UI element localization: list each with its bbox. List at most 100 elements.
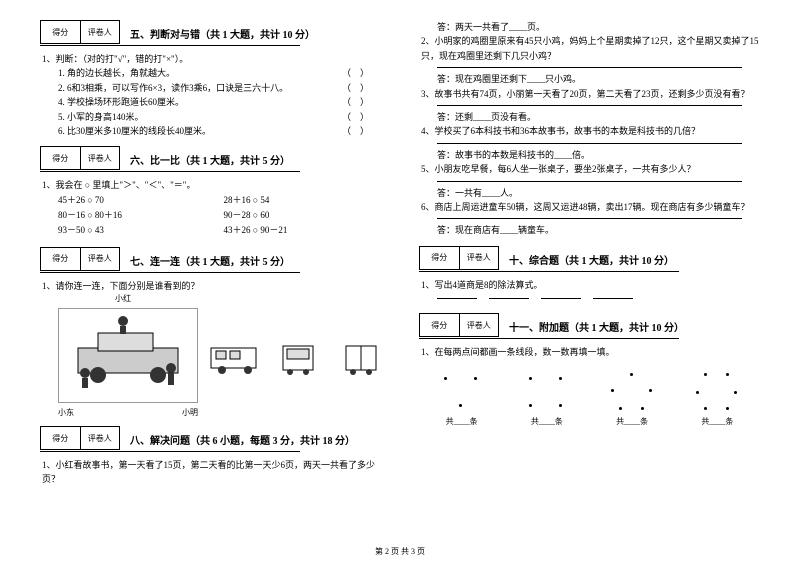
q5-item-4: 4. 学校操场环形跑道长60厘米。 （ ） (58, 95, 389, 109)
label-xiaohong: 小红 (115, 293, 198, 304)
gong-label: 共____条 (701, 416, 733, 427)
q6-row-2: 80－16 ○ 80＋1690－28 ○ 60 (58, 208, 389, 223)
section-6: 得分 评卷人 六、比一比（共 1 大题，共计 5 分） 1、我会在 ○ 里填上"… (40, 146, 389, 238)
q8-a1: 答：两天一共看了____页。 (437, 20, 760, 34)
q8-a2: 答：现在鸡圈里还剩下____只小鸡。 (437, 72, 760, 86)
q5-item-6-text: 6. 比30厘米多10厘米的线段长40厘米。 (58, 124, 211, 138)
score-label: 得分 (420, 314, 460, 336)
q6-intro: 1、我会在 ○ 里填上"＞"、"＜"、"＝"。 (42, 178, 389, 192)
q5-item-5: 5. 小军的身高140米。 （ ） (58, 110, 389, 124)
section-underline (419, 338, 679, 339)
dots-group-2: 共____条 (519, 369, 574, 427)
section-underline (40, 45, 300, 46)
answer-blank (437, 105, 742, 106)
section-11: 得分 评卷人 十一、附加题（共 1 大题，共计 10 分） 1、在每两点间都画一… (419, 313, 760, 437)
section-10-title: 十、综合题（共 1 大题，共计 10 分） (509, 252, 760, 267)
grader-label: 评卷人 (81, 248, 120, 270)
van-back-icon (334, 338, 389, 378)
q8-q1: 1、小红看故事书，第一天看了15页，第二天看的比第一天少6页，两天一共看了多少页… (42, 458, 389, 487)
score-box: 得分 评卷人 (40, 146, 120, 170)
page-footer: 第 2 页 共 3 页 (0, 546, 800, 557)
section-underline (40, 451, 300, 452)
section-6-title: 六、比一比（共 1 大题，共计 5 分） (130, 152, 389, 167)
label-xiaoming: 小明 (182, 407, 198, 418)
paren: （ ） (342, 110, 369, 124)
q8-a5: 答：一共有____人。 (437, 186, 760, 200)
grader-label: 评卷人 (81, 147, 120, 169)
dot-pattern (605, 369, 660, 414)
grader-label: 评卷人 (81, 21, 120, 43)
q5-intro: 1、判断：（对的打"√"，错的打"×"）。 (42, 52, 389, 66)
gong-label: 共____条 (446, 416, 478, 427)
q6-r3c2: 43＋26 ○ 90－21 (224, 223, 390, 238)
dot-pattern (690, 369, 745, 414)
paren: （ ） (342, 81, 369, 95)
section-5-title: 五、判断对与错（共 1 大题，共计 10 分） (130, 26, 389, 41)
score-box: 得分 评卷人 (40, 20, 120, 44)
answer-blank (437, 218, 742, 219)
section-8-title: 八、解决问题（共 6 小题，每题 3 分，共计 18 分） (130, 432, 389, 447)
q5-item-4-text: 4. 学校操场环形跑道长60厘米。 (58, 95, 184, 109)
dots-container: 共____条 共____条 (419, 369, 760, 427)
label-xiaodong: 小东 (58, 407, 74, 418)
q8-a3: 答：还剩____页没有看。 (437, 110, 760, 124)
answer-blank (437, 67, 742, 68)
q6-r1c2: 28＋16 ○ 54 (224, 193, 390, 208)
paren: （ ） (342, 66, 369, 80)
section-underline (40, 171, 300, 172)
q10-blanks (437, 298, 742, 299)
q6-row-3: 93－50 ○ 4343＋26 ○ 90－21 (58, 223, 389, 238)
dot-pattern (519, 369, 574, 414)
score-label: 得分 (41, 248, 81, 270)
section-10: 得分 评卷人 十、综合题（共 1 大题，共计 10 分） 1、写出4道商是8的除… (419, 246, 760, 305)
blank (437, 298, 477, 299)
score-label: 得分 (41, 147, 81, 169)
q6-row-1: 45＋26 ○ 7028＋16 ○ 54 (58, 193, 389, 208)
q8-q6: 6、商店上周运进童车50辆，这周又运进48辆，卖出17辆。现在商店有多少辆童车？ (421, 200, 760, 214)
q5-item-1-text: 1. 角的边长越长，角就越大。 (58, 66, 175, 80)
q7-intro: 1、请你连一连，下面分别是谁看到的？ (42, 279, 389, 293)
q6-r2c1: 80－16 ○ 80＋16 (58, 208, 224, 223)
blank (489, 298, 529, 299)
score-box: 得分 评卷人 (419, 313, 499, 337)
score-label: 得分 (41, 427, 81, 449)
paren: （ ） (342, 124, 369, 138)
page-container: 得分 评卷人 五、判断对与错（共 1 大题，共计 10 分） 1、判断：（对的打… (40, 20, 760, 520)
section-underline (419, 271, 679, 272)
left-column: 得分 评卷人 五、判断对与错（共 1 大题，共计 10 分） 1、判断：（对的打… (40, 20, 389, 520)
dots-group-1: 共____条 (434, 369, 489, 427)
section-7: 得分 评卷人 七、连一连（共 1 大题，共计 5 分） 1、请你连一连，下面分别… (40, 247, 389, 418)
paren: （ ） (342, 95, 369, 109)
q8-q4: 4、学校买了6本科技书和36本故事书，故事书的本数是科技书的几倍？ (421, 124, 760, 138)
section-5: 得分 评卷人 五、判断对与错（共 1 大题，共计 10 分） 1、判断：（对的打… (40, 20, 389, 138)
answer-blank (437, 143, 742, 144)
car-image-box (58, 308, 198, 403)
car-illustration (63, 313, 193, 398)
grader-label: 评卷人 (460, 314, 499, 336)
blank (541, 298, 581, 299)
q8-a4: 答：故事书的本数是科技书的____倍。 (437, 148, 760, 162)
q8-q5: 5、小朋友吃早餐，每6人坐一张桌子，要坐2张桌子，一共有多少人？ (421, 162, 760, 176)
dots-group-3: 共____条 (605, 369, 660, 427)
van-front-icon (271, 338, 326, 378)
answer-blank (437, 181, 742, 182)
section-11-title: 十一、附加题（共 1 大题，共计 10 分） (509, 319, 760, 334)
section-underline (40, 272, 300, 273)
q8-q2: 2、小明家的鸡圈里原来有45只小鸡，妈妈上个星期卖掉了12只，这个星期又卖掉了1… (421, 34, 760, 63)
q5-item-1: 1. 角的边长越长，角就越大。 （ ） (58, 66, 389, 80)
section-7-title: 七、连一连（共 1 大题，共计 5 分） (130, 253, 389, 268)
blank (593, 298, 633, 299)
score-box: 得分 评卷人 (40, 426, 120, 450)
grader-label: 评卷人 (81, 427, 120, 449)
q6-r1c1: 45＋26 ○ 70 (58, 193, 224, 208)
q5-item-6: 6. 比30厘米多10厘米的线段长40厘米。 （ ） (58, 124, 389, 138)
q8-a6: 答：现在商店有____辆童车。 (437, 223, 760, 237)
q6-r3c1: 93－50 ○ 43 (58, 223, 224, 238)
q5-item-2-text: 2. 6和3相乘，可以写作6×3，读作3乘6，口诀是三六十八。 (58, 81, 288, 95)
van-side-icon (208, 338, 263, 378)
gong-label: 共____条 (531, 416, 563, 427)
van-views (208, 338, 389, 378)
q5-item-5-text: 5. 小军的身高140米。 (58, 110, 144, 124)
q5-item-2: 2. 6和3相乘，可以写作6×3，读作3乘6，口诀是三六十八。 （ ） (58, 81, 389, 95)
score-box: 得分 评卷人 (419, 246, 499, 270)
